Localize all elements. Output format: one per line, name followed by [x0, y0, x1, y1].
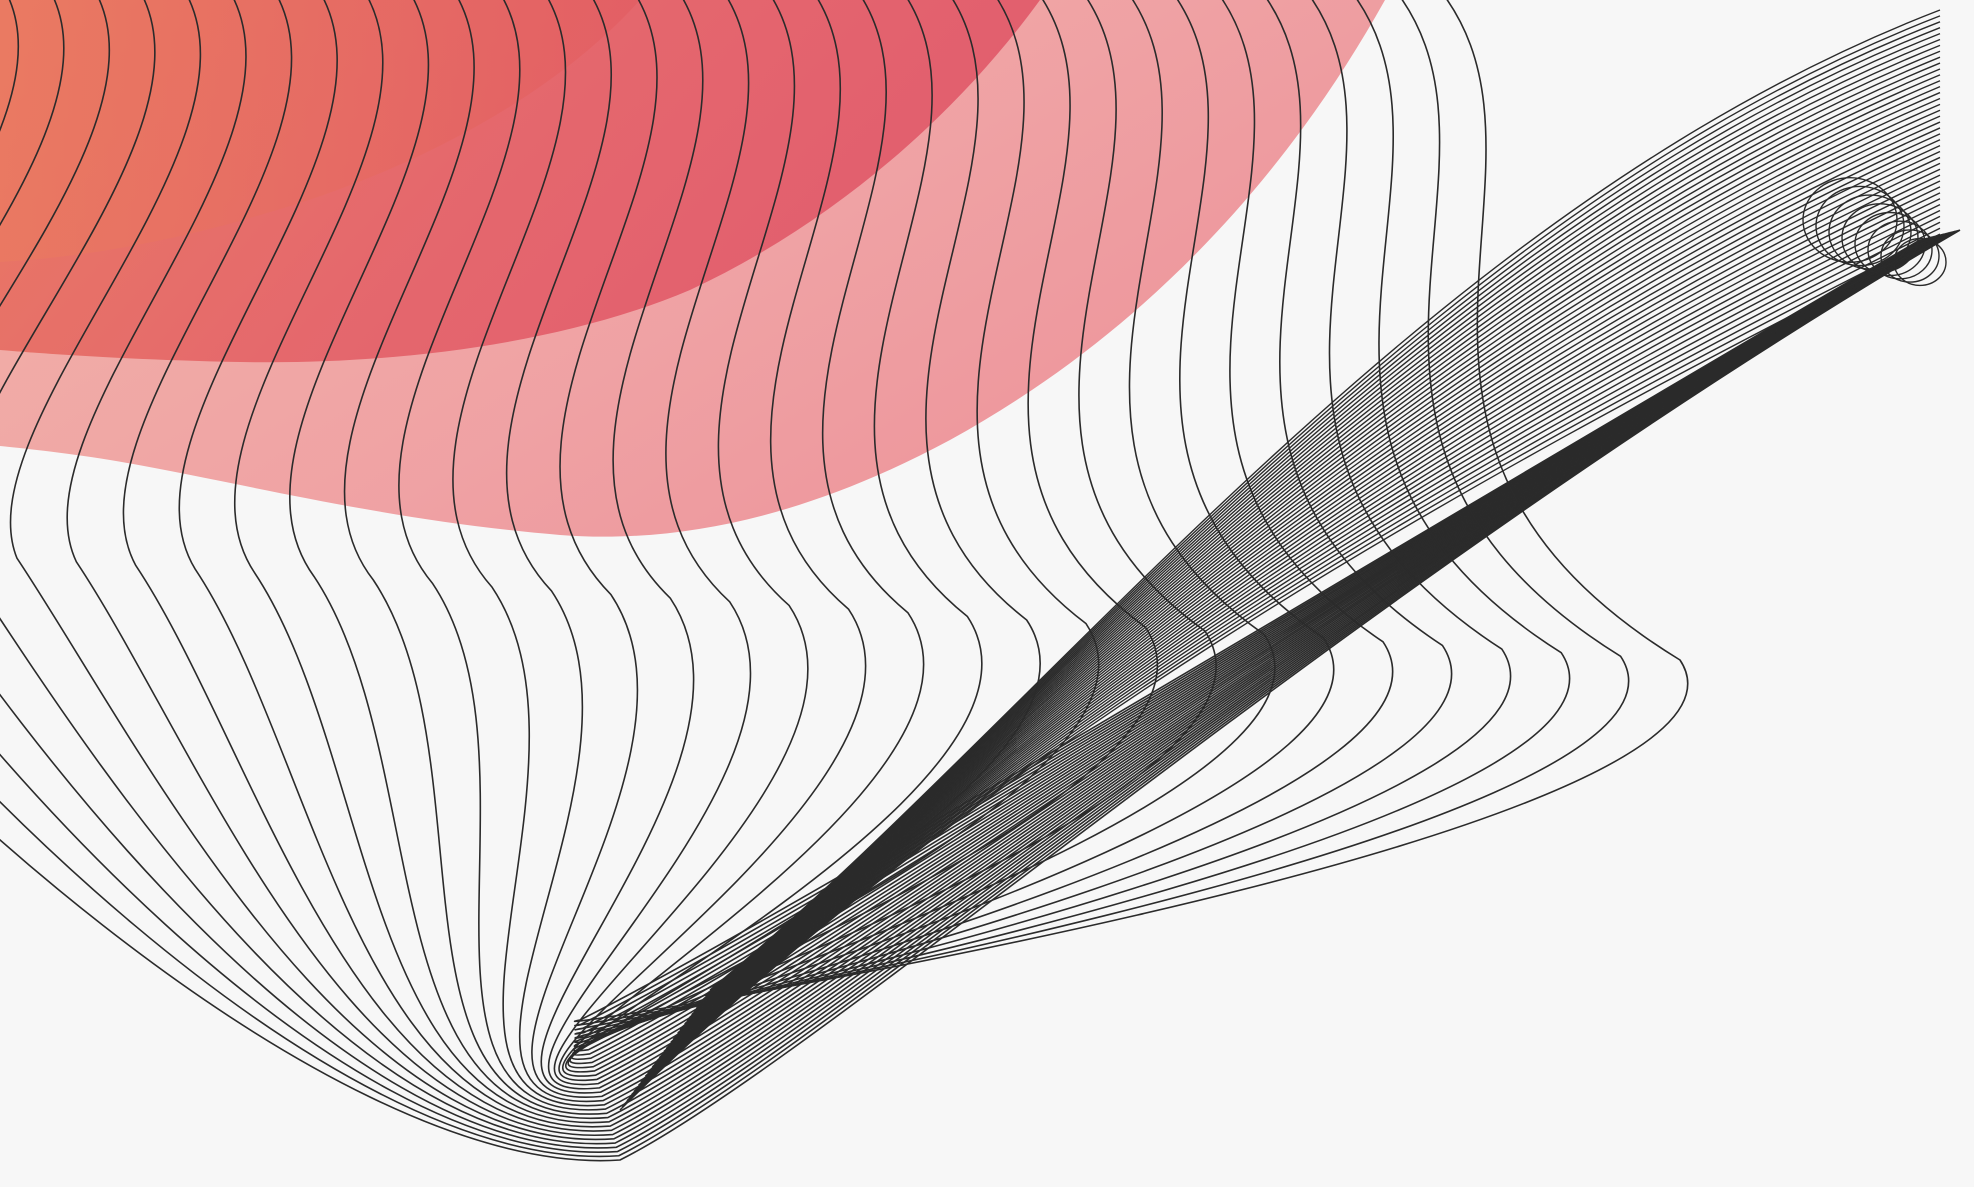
band-line — [626, 221, 1941, 1102]
wave-line — [0, 0, 1960, 1158]
curl-loop — [1854, 211, 1926, 277]
band-line — [640, 186, 1941, 1083]
wave-line — [0, 229, 1961, 1162]
curl-loop — [1867, 220, 1933, 280]
curl-loop — [1802, 176, 1898, 263]
wave-line — [567, 0, 1934, 1069]
wave-line — [574, 0, 1926, 1039]
band-line — [631, 209, 1941, 1096]
band-line — [633, 203, 1941, 1093]
wave-line — [573, 0, 1928, 1048]
wave-line — [573, 0, 1929, 1052]
wave-line — [0, 0, 1958, 1153]
band-line — [642, 180, 1941, 1080]
curl-loop — [1841, 203, 1919, 273]
curl-loop — [1880, 229, 1940, 283]
wave-line — [398, 0, 1946, 1111]
band-line — [628, 215, 1941, 1099]
wave-line — [343, 0, 1948, 1115]
wave-line — [452, 0, 1945, 1107]
wave-line — [9, 0, 1955, 1141]
band-line — [624, 227, 1941, 1105]
dense-diagonal-band — [619, 9, 1947, 1111]
wave-line — [505, 0, 1944, 1103]
band-line — [684, 74, 1941, 1025]
band-line — [635, 198, 1941, 1089]
wave-line — [574, 0, 1922, 1027]
band-line — [637, 192, 1941, 1086]
wave-line — [66, 0, 1954, 1136]
wave-line — [0, 0, 1957, 1149]
wave-line — [574, 0, 1927, 1044]
wave-line — [531, 0, 1943, 1098]
wave-line — [178, 0, 1951, 1128]
wave-line — [553, 0, 1939, 1086]
wave-line — [540, 0, 1942, 1094]
curl-loop — [1828, 194, 1912, 270]
curl-loop — [1815, 185, 1905, 267]
wave-line — [233, 0, 1950, 1124]
wave-line — [547, 0, 1940, 1090]
band-line — [709, 9, 1941, 991]
wave-line — [574, 0, 1925, 1035]
wave-line — [0, 0, 1956, 1145]
wave-line — [558, 0, 1938, 1082]
top-coral-cap — [0, 0, 640, 262]
wave-line — [289, 0, 1949, 1120]
wave-line — [569, 0, 1933, 1065]
wave-line — [564, 0, 1935, 1073]
